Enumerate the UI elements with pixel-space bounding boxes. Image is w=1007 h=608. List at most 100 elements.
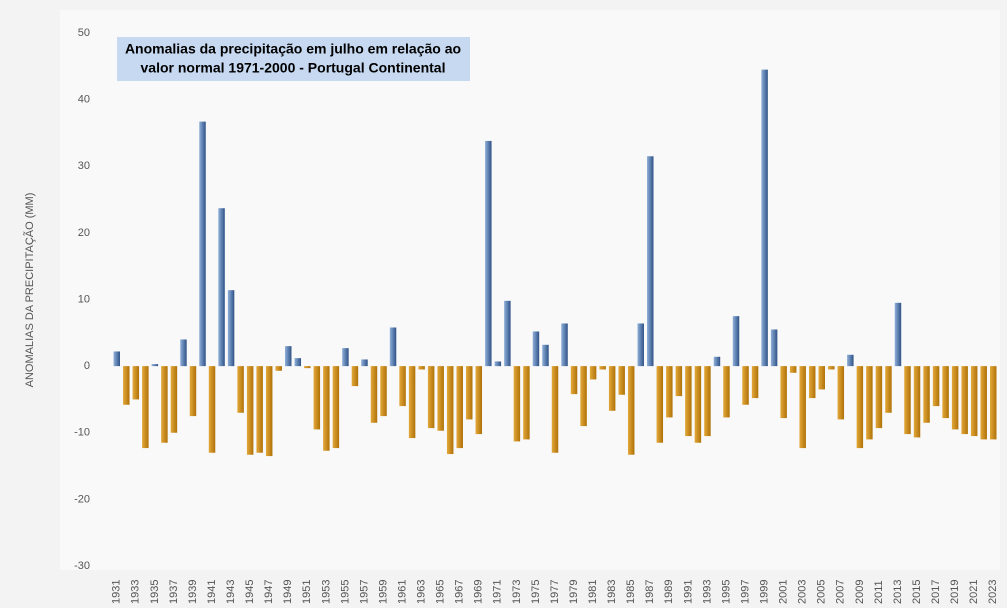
bar (523, 366, 530, 440)
y-tick-label: 10 (78, 293, 90, 305)
chart-title: valor normal 1971-2000 - Portugal Contin… (141, 60, 446, 76)
bar (970, 366, 978, 437)
bar (932, 366, 940, 407)
bar (742, 366, 749, 405)
bar (237, 366, 244, 413)
x-tick-label: 1945 (244, 580, 256, 604)
bar (780, 366, 787, 419)
bar (866, 366, 873, 440)
bar (389, 327, 397, 367)
x-tick-label: 1935 (149, 580, 161, 604)
x-tick-label: 1987 (644, 580, 656, 604)
bar (656, 366, 664, 443)
y-axis-label: ANOMALIAS DA PRECIPITAÇÃO (MM) (23, 193, 36, 388)
bar (380, 366, 387, 417)
y-tick-label: 50 (78, 27, 90, 39)
bar (132, 366, 140, 400)
bar (942, 366, 949, 419)
bar (227, 290, 235, 367)
bar (580, 366, 587, 427)
x-tick-label: 1941 (206, 580, 218, 604)
bar (342, 348, 349, 367)
bar (608, 366, 616, 411)
x-tick-label: 1985 (625, 580, 637, 604)
bar (694, 366, 702, 443)
bar (913, 366, 921, 438)
bar (485, 140, 492, 367)
x-tick-label: 1943 (225, 580, 237, 604)
x-tick-label: 1959 (377, 580, 389, 604)
x-tick-label: 1933 (130, 580, 142, 604)
bar (361, 359, 368, 367)
bar (180, 339, 187, 367)
bar (951, 366, 959, 430)
x-tick-label: 1991 (682, 580, 694, 604)
bar (532, 331, 540, 367)
bar (304, 366, 311, 369)
bar (761, 69, 768, 367)
bar (542, 344, 549, 367)
bar (751, 366, 759, 399)
bar (847, 354, 854, 367)
bar (170, 366, 178, 433)
y-tick-label: 30 (78, 160, 90, 172)
x-tick-label: 1973 (511, 580, 523, 604)
x-tick-label: 1997 (739, 580, 751, 604)
bar (161, 366, 168, 443)
y-tick-label: -30 (74, 560, 90, 572)
x-tick-label: 1937 (168, 580, 180, 604)
x-tick-label: 1953 (320, 580, 332, 604)
x-tick-label: 2003 (797, 580, 809, 604)
bar (618, 366, 625, 395)
x-tick-label: 2017 (930, 580, 942, 604)
bar (647, 156, 654, 367)
plot-area (60, 10, 1000, 570)
x-tick-label: 2007 (835, 580, 847, 604)
bar (980, 366, 987, 440)
x-tick-label: 1989 (663, 580, 675, 604)
bar (246, 366, 254, 455)
bar (370, 366, 378, 423)
bar (675, 366, 683, 397)
x-tick-label: 1961 (396, 580, 408, 604)
bar (723, 366, 730, 418)
bar (494, 361, 502, 367)
x-tick-label: 2001 (778, 580, 790, 604)
bar (123, 366, 130, 405)
x-tick-label: 1967 (454, 580, 466, 604)
bar (313, 366, 321, 430)
bar (856, 366, 864, 449)
x-tick-label: 2011 (873, 580, 885, 604)
bar (427, 366, 435, 429)
bar (323, 366, 330, 451)
bar (799, 366, 806, 449)
bar (904, 366, 911, 435)
x-tick-label: 1931 (111, 580, 123, 604)
bar (265, 366, 273, 457)
bar (770, 329, 778, 367)
bar (513, 366, 521, 442)
x-tick-label: 1957 (358, 580, 370, 604)
x-tick-label: 1979 (568, 580, 580, 604)
x-tick-label: 1939 (187, 580, 199, 604)
bar (885, 366, 892, 413)
bar (875, 366, 883, 429)
bar (551, 366, 559, 453)
bar (294, 358, 302, 367)
bar (713, 356, 721, 367)
bar (666, 366, 673, 418)
bar (732, 316, 740, 367)
x-tick-label: 1999 (758, 580, 770, 604)
bar (637, 323, 644, 367)
bar (275, 366, 282, 371)
x-tick-label: 1949 (282, 580, 294, 604)
bar (151, 364, 159, 367)
x-tick-label: 1969 (473, 580, 485, 604)
bar (561, 323, 568, 367)
bar (113, 351, 121, 367)
bar (627, 366, 635, 455)
bar (589, 366, 597, 380)
x-tick-label: 1983 (606, 580, 618, 604)
bar (208, 366, 216, 453)
